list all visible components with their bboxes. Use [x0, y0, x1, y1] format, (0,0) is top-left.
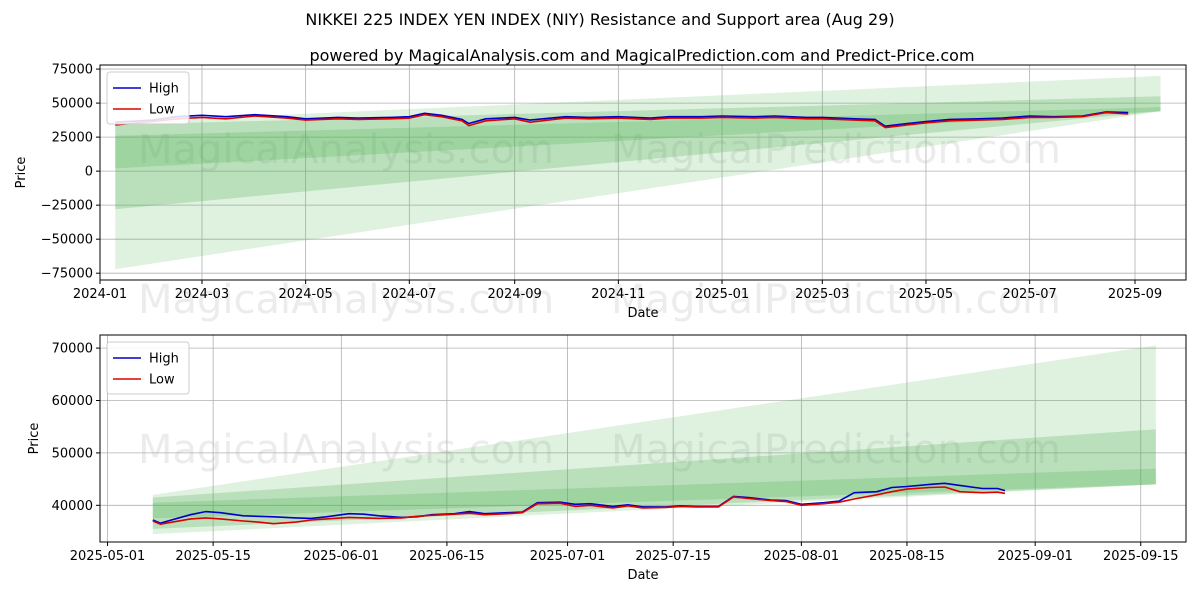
support-resistance-band-3: [115, 107, 1161, 169]
x-axis-label: Date: [627, 306, 658, 321]
watermark-4: MagicalPrediction.com: [611, 277, 1061, 323]
x-axis-label: Date: [627, 568, 658, 583]
series-line-high: [152, 482, 1006, 524]
x-tick-label: 2025-06-01: [304, 549, 380, 564]
x-tick-label: 2025-05-01: [70, 549, 146, 564]
series-line-high: [115, 111, 1129, 127]
x-tick-label: 2025-01: [695, 287, 749, 302]
x-tick-label: 2025-08-15: [869, 549, 945, 564]
y-tick-label: 75000: [52, 63, 93, 78]
y-tick-label: −75000: [41, 267, 93, 282]
y-tick-label: 0: [85, 165, 93, 180]
legend-label-high: High: [149, 352, 179, 367]
y-tick-label: −25000: [41, 199, 93, 214]
legend-box: [106, 71, 190, 125]
legend-box: [106, 341, 190, 395]
support-resistance-band-2: [152, 429, 1156, 529]
x-tick-label: 2025-07: [1002, 287, 1056, 302]
x-tick-label: 2024-05: [278, 287, 332, 302]
plot-frame: [99, 64, 1187, 281]
x-tick-label: 2025-05: [899, 287, 953, 302]
watermark-6: MagicalPrediction.com: [611, 427, 1061, 473]
x-tick-label: 2025-03: [795, 287, 849, 302]
y-tick-label: 60000: [52, 394, 93, 409]
x-tick-label: 2025-07-01: [530, 549, 606, 564]
y-tick-label: 70000: [52, 342, 93, 357]
x-tick-label: 2025-06-15: [409, 549, 485, 564]
chart-title: NIKKEI 225 INDEX YEN INDEX (NIY) Resista…: [305, 10, 894, 29]
x-tick-label: 2024-03: [175, 287, 229, 302]
watermark-3: MagicalAnalysis.com: [138, 277, 554, 323]
legend-label-high: High: [149, 82, 179, 97]
x-tick-label: 2024-11: [591, 287, 645, 302]
legend-label-low: Low: [149, 103, 175, 118]
x-tick-label: 2024-01: [73, 287, 127, 302]
y-tick-label: 40000: [52, 499, 93, 514]
chart-subtitle: powered by MagicalAnalysis.com and Magic…: [309, 46, 974, 65]
x-tick-label: 2025-09-15: [1103, 549, 1179, 564]
x-tick-label: 2024-07: [382, 287, 436, 302]
y-tick-label: −50000: [41, 233, 93, 248]
y-tick-label: 50000: [52, 97, 93, 112]
series-group: [152, 482, 1006, 525]
y-axis-label: Price: [14, 157, 29, 189]
series-group: [115, 111, 1129, 129]
y-axis-label: Price: [27, 423, 42, 455]
x-tick-label: 2024-09: [488, 287, 542, 302]
bottom-panel: 2025-05-01 2025-05-15 2025-06-01 2025-06-15…: [27, 334, 1187, 583]
x-tick-label: 2025-09-01: [997, 549, 1073, 564]
legend-label-low: Low: [149, 373, 175, 388]
series-line-low: [152, 486, 1006, 525]
top-panel: 2024-01 2024-03 2024-05 2024-07 2024-09 2024-…: [14, 63, 1187, 321]
x-tick-label: 2025-05-15: [175, 549, 251, 564]
watermark-1: MagicalAnalysis.com: [138, 127, 554, 173]
series-line-low: [115, 111, 1129, 129]
legend: High Low: [106, 71, 190, 125]
watermark-5: MagicalAnalysis.com: [138, 427, 554, 473]
x-tick-label: 2025-08-01: [764, 549, 840, 564]
watermark-2: MagicalPrediction.com: [611, 127, 1061, 173]
support-resistance-band-3: [152, 468, 1156, 519]
x-tick-label: 2025-09: [1108, 287, 1162, 302]
y-tick-label: 25000: [52, 131, 93, 146]
plot-frame: [99, 334, 1187, 543]
x-tick-label: 2025-07-15: [635, 549, 711, 564]
y-tick-label: 50000: [52, 446, 93, 461]
legend: High Low: [106, 341, 190, 395]
